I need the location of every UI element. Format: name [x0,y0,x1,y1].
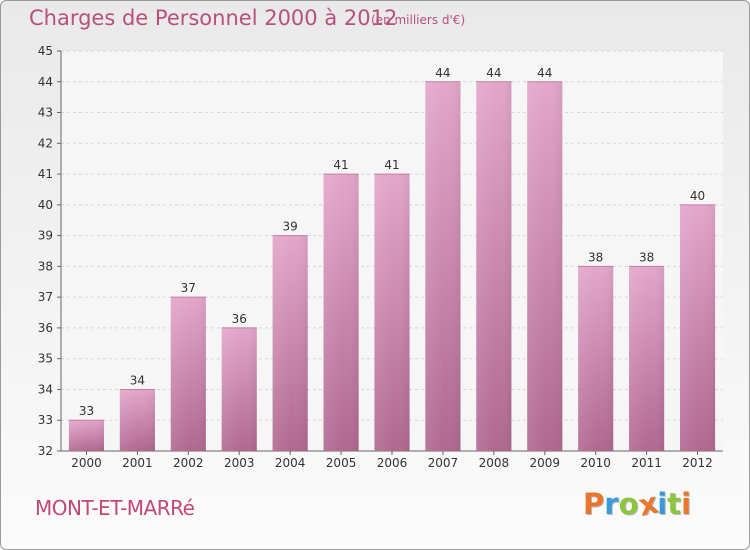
x-tick-label-2001: 2001 [122,456,153,470]
x-tick-label-2012: 2012 [682,456,713,470]
data-label-2012: 40 [690,189,705,203]
x-tick-label-2002: 2002 [173,456,204,470]
chart-subtitle: (en milliers d'€) [371,13,466,27]
bar-shade-2009 [527,81,563,452]
data-label-2010: 38 [588,250,603,264]
data-label-2009: 44 [537,66,552,80]
y-tick-label: 42 [38,136,53,150]
y-tick-label: 44 [38,75,53,89]
data-label-2005: 41 [333,158,348,172]
x-tick-label-2004: 2004 [275,456,306,470]
x-tick-label-2000: 2000 [71,456,102,470]
data-label-2001: 34 [130,373,145,387]
bar-shade-2001 [119,389,155,451]
bar-shade-2003 [221,327,257,451]
chart-title: Charges de Personnel 2000 à 2012 [29,6,398,30]
bar-shade-2000 [68,420,105,451]
proxiti-logo: Proxiti [583,485,692,522]
bar-shade-2004 [272,235,308,451]
y-tick-label: 45 [38,44,53,58]
y-tick-label: 37 [38,290,53,304]
y-tick-label: 43 [38,106,53,120]
bar-shade-2006 [374,174,410,452]
x-tick-label-2010: 2010 [580,456,611,470]
bar-shade-2007 [425,81,461,452]
data-label-2006: 41 [384,158,399,172]
x-tick-label-2011: 2011 [631,456,662,470]
bar-shade-2008 [476,81,512,452]
y-tick-label: 32 [38,444,53,458]
data-label-2000: 33 [79,404,94,418]
x-tick-label-2009: 2009 [529,456,560,470]
bar-shade-2011 [629,266,665,451]
y-tick-label: 39 [38,229,53,243]
y-tick-label: 38 [38,259,53,273]
logo-letter: i [657,487,668,521]
y-tick-label: 40 [38,198,53,212]
data-label-2011: 38 [639,250,654,264]
x-tick-label-2008: 2008 [479,456,510,470]
y-tick-label: 41 [38,167,53,181]
commune-name: MONT-ET-MARRé [35,496,195,520]
logo-letter: r [604,487,619,521]
x-tick-label-2003: 2003 [224,456,255,470]
y-tick-label: 33 [38,413,53,427]
x-tick-label-2006: 2006 [377,456,408,470]
y-tick-label: 35 [38,352,53,366]
data-label-2004: 39 [283,220,298,234]
logo-letter: i [681,487,692,521]
data-label-2008: 44 [486,66,501,80]
bar-shade-2010 [578,266,614,451]
y-tick-label: 36 [38,321,53,335]
y-tick-label: 34 [38,382,53,396]
data-label-2003: 36 [232,312,247,326]
data-label-2007: 44 [435,66,450,80]
logo-letter: P [583,487,605,521]
data-label-2002: 37 [181,281,196,295]
bar-shade-2005 [323,174,359,452]
x-tick-label-2005: 2005 [326,456,357,470]
logo-letter: t [667,487,682,521]
x-tick-label-2007: 2007 [428,456,459,470]
bar-shade-2012 [679,204,716,451]
logo-letter: o [618,487,639,521]
bar-shade-2002 [170,297,206,451]
